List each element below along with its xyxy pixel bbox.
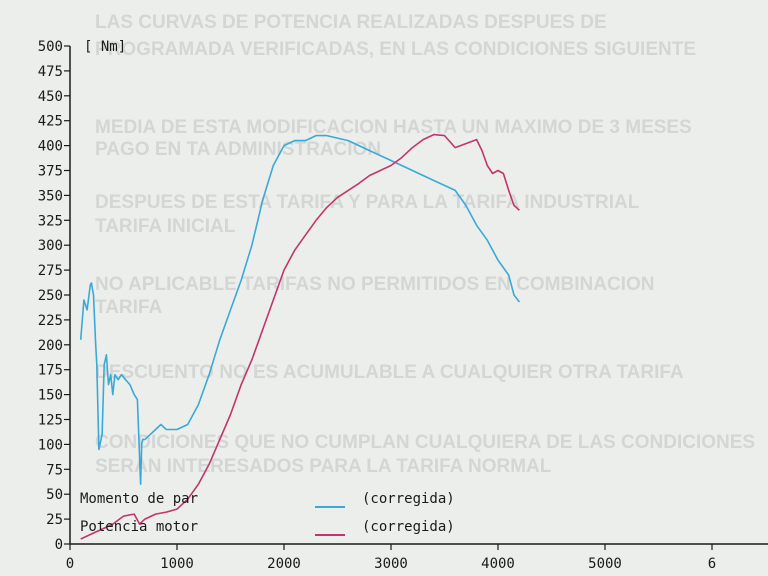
y-tick-label: 0 [55, 537, 63, 553]
background-bleed-text: LAS CURVAS DE POTENCIA REALIZADAS DESPUE… [95, 12, 755, 477]
x-tick-label: 5000 [588, 556, 622, 572]
x-tick-label: 1000 [160, 556, 194, 572]
bleed-text-line: DESPUES DE ESTA TARIFA Y PARA LA TARIFA … [95, 192, 640, 213]
bleed-text-line: SERAN INTERESADOS PARA LA TARIFA NORMAL [95, 456, 552, 477]
series-line [80, 133, 520, 540]
legend-label: Potencia motor [80, 519, 198, 535]
legend-note: (corregida) [362, 491, 455, 507]
y-tick-label: 475 [38, 64, 63, 80]
y-tick-label: 350 [38, 188, 63, 204]
bleed-text-line: TARIFA INICIAL [95, 216, 236, 237]
y-tick-label: 100 [38, 437, 63, 453]
y-tick-label: 425 [38, 114, 63, 130]
y-tick-label: 75 [46, 462, 63, 478]
y-tick-label: 50 [46, 487, 63, 503]
series-layer [79, 133, 521, 540]
y-tick-label: 125 [38, 413, 63, 429]
y-tick-label: 250 [38, 288, 63, 304]
x-tick-label: 6 [708, 556, 716, 572]
bleed-text-line: DESCUENTO NO ES ACUMULABLE A CUALQUIER O… [95, 362, 684, 383]
bleed-text-line: NO APLICABLE TARIFAS NO PERMITIDOS EN CO… [95, 274, 654, 295]
legend: Momento de par (corregida) Potencia motor (… [80, 491, 455, 536]
y-tick-label: 275 [38, 263, 63, 279]
y-tick-label: 325 [38, 213, 63, 229]
y-axis-unit-label: [ Nm] [84, 39, 126, 55]
axes: 0 25 50 75 100 125 150 175 200 225 250 275 300 325 350… [38, 39, 768, 572]
bleed-text-line: PAGO EN TA ADMINISTRACION [95, 139, 381, 160]
bleed-text-line: TARIFA [95, 297, 162, 318]
x-tick-label: 4000 [481, 556, 515, 572]
legend-label: Momento de par [80, 491, 198, 507]
y-tick-label: 200 [38, 338, 63, 354]
bleed-text-line: LAS CURVAS DE POTENCIA REALIZADAS DESPUE… [95, 12, 607, 33]
y-tick-label: 450 [38, 89, 63, 105]
series-line [79, 134, 521, 486]
y-tick-label: 375 [38, 164, 63, 180]
y-tick-label: 400 [38, 139, 63, 155]
bleed-text-line: CONDICIONES QUE NO CUMPLAN CUALQUIERA DE… [95, 432, 755, 453]
x-tick-label: 3000 [374, 556, 408, 572]
x-tick-label: 0 [66, 556, 74, 572]
bleed-text-line: MEDIA DE ESTA MODIFICACION HASTA UN MAXI… [95, 117, 692, 138]
y-tick-label: 300 [38, 238, 63, 254]
y-tick-label: 175 [38, 363, 63, 379]
y-tick-label: 225 [38, 313, 63, 329]
bleed-text-line: PROGRAMADA VERIFICADAS, EN LAS CONDICION… [95, 39, 696, 60]
y-tick-label: 150 [38, 388, 63, 404]
y-tick-label: 500 [38, 39, 63, 55]
x-tick-label: 2000 [267, 556, 301, 572]
legend-note: (corregida) [362, 519, 455, 535]
y-tick-label: 25 [46, 512, 63, 528]
